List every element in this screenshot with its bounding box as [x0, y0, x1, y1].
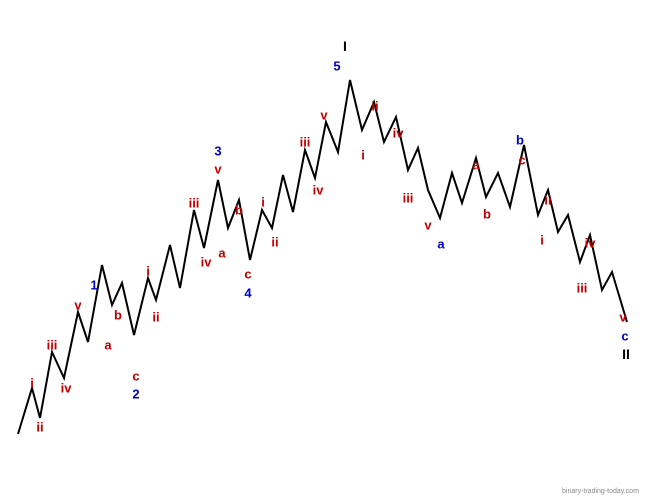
- wave-label: 4: [244, 286, 251, 301]
- wave-label: 2: [132, 387, 139, 402]
- wave-label: c: [518, 153, 525, 168]
- wave-label: i: [30, 376, 34, 391]
- wave-label: iv: [313, 183, 324, 198]
- wave-label: v: [214, 162, 221, 177]
- wave-label: I: [343, 38, 347, 54]
- wave-label: iv: [61, 381, 72, 396]
- wave-label: v: [619, 310, 626, 325]
- wave-label: c: [244, 267, 251, 282]
- wave-label: iii: [577, 281, 588, 296]
- wave-label: iv: [585, 236, 596, 251]
- wave-label: c: [132, 369, 139, 384]
- wave-label: 1: [90, 278, 97, 293]
- wave-label: 5: [333, 59, 340, 74]
- wave-label: a: [472, 158, 479, 173]
- wave-label: iii: [403, 191, 414, 206]
- wave-label: ii: [371, 99, 378, 114]
- wave-label: b: [483, 207, 491, 222]
- wave-label: c: [621, 329, 628, 344]
- wave-polyline: [18, 80, 627, 434]
- wave-label: iii: [300, 135, 311, 150]
- wave-label: v: [320, 108, 327, 123]
- wave-label: ii: [152, 310, 159, 325]
- elliott-wave-chart: [0, 0, 662, 500]
- wave-label: 3: [214, 144, 221, 159]
- wave-label: v: [74, 298, 81, 313]
- wave-label: b: [114, 308, 122, 323]
- wave-label: II: [622, 346, 630, 362]
- wave-label: ii: [544, 193, 551, 208]
- wave-label: ii: [36, 420, 43, 435]
- wave-label: ii: [271, 235, 278, 250]
- wave-label: b: [235, 203, 243, 218]
- wave-label: i: [361, 148, 365, 163]
- wave-label: iii: [189, 196, 200, 211]
- attribution-text: binary-trading-today.com: [562, 488, 639, 495]
- wave-label: i: [261, 195, 265, 210]
- wave-label: iv: [201, 255, 212, 270]
- wave-label: a: [218, 246, 225, 261]
- wave-label: i: [146, 264, 150, 279]
- wave-label: b: [516, 133, 524, 148]
- wave-label: a: [104, 338, 111, 353]
- wave-label: i: [540, 233, 544, 248]
- wave-label: iv: [393, 126, 404, 141]
- wave-label: v: [424, 218, 431, 233]
- wave-label: a: [437, 237, 444, 252]
- wave-label: iii: [47, 338, 58, 353]
